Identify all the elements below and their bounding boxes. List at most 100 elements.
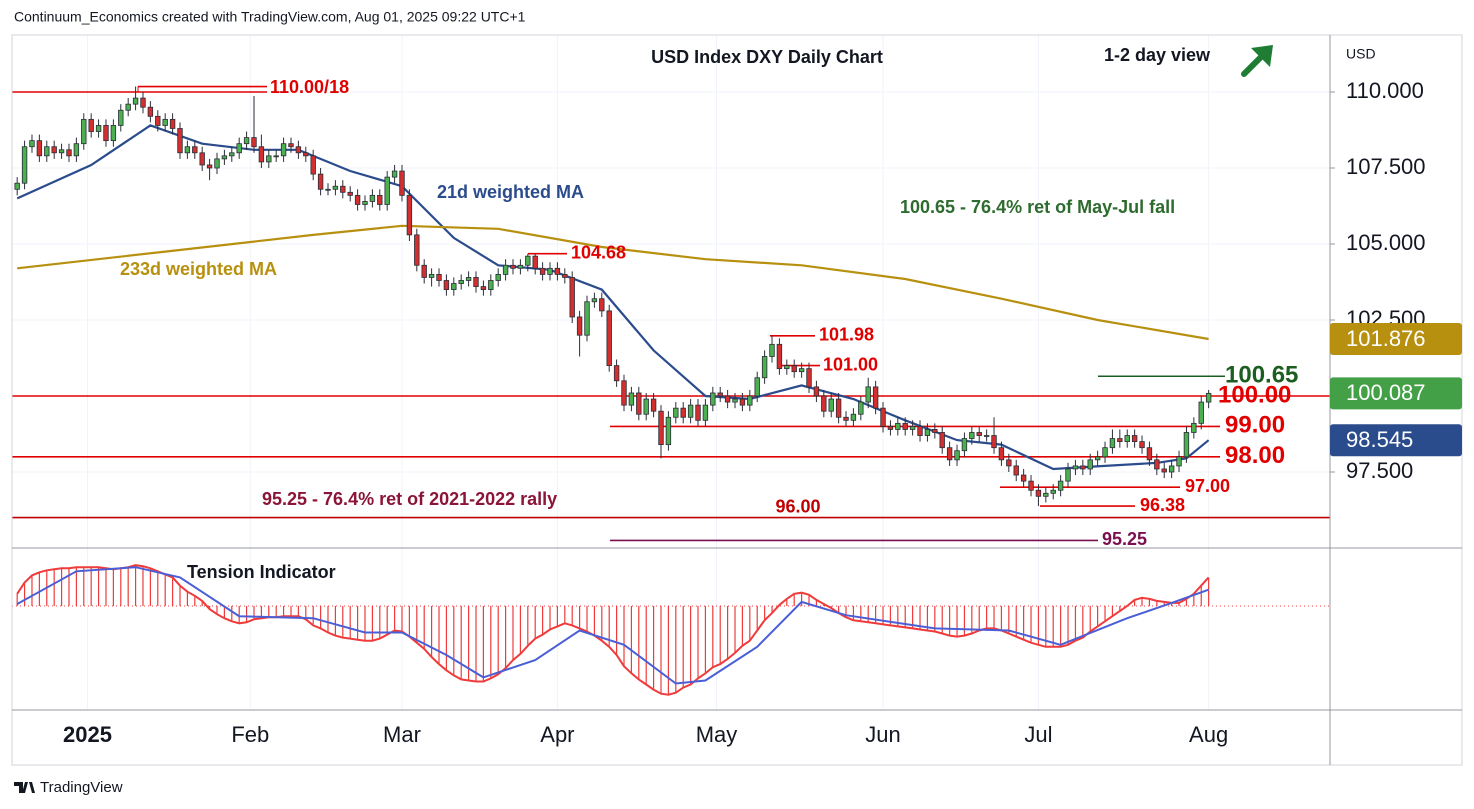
candle-body [147,106,154,117]
level-label: 101.98 [819,325,874,345]
candle-body [954,450,960,461]
candle-body [310,155,316,175]
candle-body [206,164,213,169]
indicator-line [16,564,1210,696]
candle-body [1013,465,1019,476]
candle-body [769,343,775,357]
candle-body [599,298,605,312]
candle-body [132,97,139,105]
candle-body [66,149,72,157]
candle-body [199,152,205,166]
candle-body [118,109,124,126]
candle-body [103,125,109,142]
last-ma-box-label: 98.545 [1346,427,1413,452]
candle-body [192,146,198,154]
candle-body [406,194,413,236]
candle-body [332,185,339,190]
candle-body [761,356,768,379]
candle-body [51,146,57,154]
level-label: 96.38 [1140,495,1185,515]
series-label: 233d weighted MA [120,259,277,279]
candle-body [961,438,968,452]
level-label: 101.00 [823,354,878,374]
candle-body [835,398,842,418]
candle-body [791,365,797,373]
candle-body [399,170,405,196]
candle-body [325,188,331,191]
candle-body [110,125,117,142]
candle-body [784,365,790,370]
candle-body [1102,447,1108,458]
candle-body [576,316,583,336]
candle-body [125,103,131,111]
level-label: 99.00 [1225,412,1285,439]
candle-body [539,267,546,275]
candle-body [747,395,753,406]
x-tick-label: Jun [865,722,900,747]
candle-body [517,264,524,269]
candle-body [473,277,479,287]
grid [12,35,1330,710]
last-ma-box [1330,322,1462,355]
candle-body [384,176,390,205]
candle-body [858,401,864,415]
candle-body [843,416,849,421]
candle-body [806,368,812,388]
x-tick-label: Apr [540,722,574,747]
candle-body [73,143,80,157]
candle-body [584,301,590,336]
candle-body [362,201,368,205]
x-tick-label: Feb [231,722,269,747]
candle-body [1109,438,1116,449]
annotation: 100.65 - 76.4% ret of May-Jul fall [900,197,1175,217]
candle-body [155,115,161,126]
candle-body [81,118,87,145]
view-arrow [1241,45,1273,77]
indicator-line [16,566,1209,685]
x-tick-label: Aug [1189,722,1228,747]
last-ma-box-label: 101.876 [1346,326,1426,351]
candle-body [554,267,561,275]
candle-body [739,398,746,406]
level-label: 104.68 [571,242,626,262]
arrow-head [1251,45,1273,67]
candle-body [1065,468,1071,482]
candle-body [44,146,50,157]
candle-body [221,155,228,160]
candle-body [1087,459,1093,470]
candle-body [162,118,168,126]
candle-body [465,277,472,281]
candle-body [95,125,102,132]
candle-body [488,280,494,291]
candle-body [428,273,435,278]
candle-body [717,392,723,397]
last-price-box-label: 100.087 [1346,380,1426,405]
candle-body [613,365,620,382]
candle-body [724,395,731,403]
candle-body [236,143,242,154]
candle-body [1020,474,1027,482]
candle-body [658,410,664,446]
candle-body [650,398,657,412]
candle-body [140,97,146,108]
candle-body [1168,465,1175,473]
candle-body [1139,441,1145,449]
candle-body [280,143,287,157]
candle-body [340,185,346,193]
candle-body [414,234,420,266]
level-label: 100.65 [1225,362,1298,389]
tradingview-logo: TradingView [14,779,123,796]
x-tick-label: 2025 [63,722,112,747]
candle-body [895,422,901,430]
candle-body [436,273,442,281]
candle-body [169,118,176,129]
candle-body [1198,401,1204,424]
moving-average [17,224,1209,341]
candle-body [1043,492,1049,497]
candle-body [872,386,879,409]
candle-body [184,146,191,154]
candle-body [266,155,272,163]
candle-body [1146,447,1153,461]
